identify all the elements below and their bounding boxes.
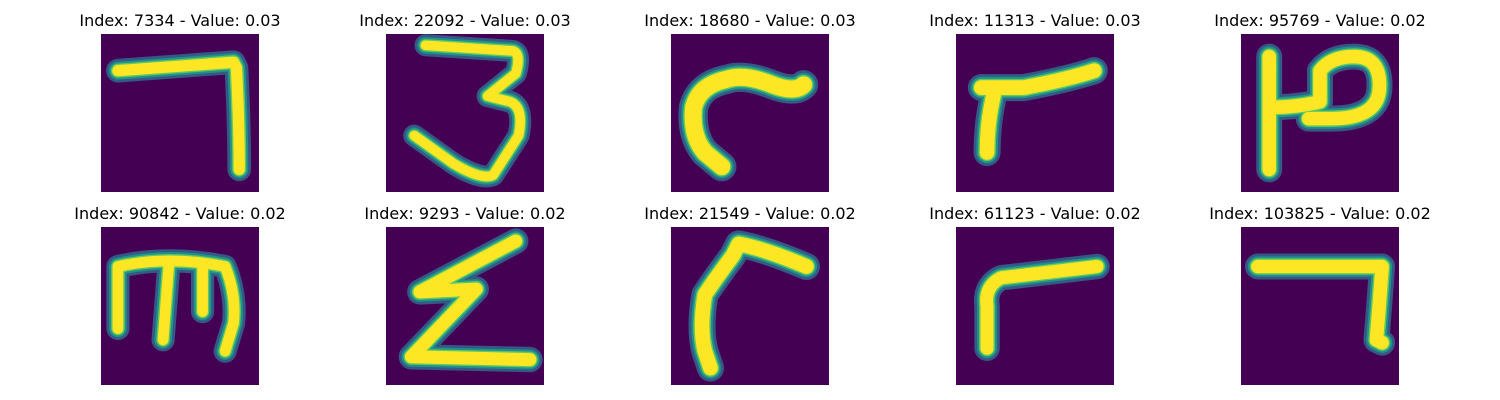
digit-image [956,227,1114,385]
sample-panel: Index: 103825 - Value: 0.02 [1200,204,1440,394]
digit-image [956,34,1114,192]
digit-image [101,34,259,192]
digit-image [386,34,544,192]
glyph-svg [956,34,1114,192]
glyph-stroke [980,260,1104,355]
glyph-svg [1241,34,1399,192]
glyph-stroke [694,236,814,376]
panel-title: Index: 21549 - Value: 0.02 [644,204,856,223]
panel-title: Index: 95769 - Value: 0.02 [1214,11,1426,30]
glyph-stroke [1262,49,1387,177]
sample-panel: Index: 95769 - Value: 0.02 [1200,11,1440,201]
glyph-svg [956,227,1114,385]
digit-image [1241,34,1399,192]
sample-panel: Index: 90842 - Value: 0.02 [60,204,300,394]
sample-panel: Index: 22092 - Value: 0.03 [345,11,585,201]
panel-title: Index: 18680 - Value: 0.03 [644,11,856,30]
sample-panel: Index: 11313 - Value: 0.03 [915,11,1155,201]
glyph-stroke [1251,259,1389,350]
sample-panel: Index: 7334 - Value: 0.03 [60,11,300,201]
panel-title: Index: 90842 - Value: 0.02 [74,204,286,223]
digit-image [671,34,829,192]
sample-panel: Index: 61123 - Value: 0.02 [915,204,1155,394]
sample-panel: Index: 18680 - Value: 0.03 [630,11,870,201]
glyph-svg [386,227,544,385]
glyph-svg [671,227,829,385]
sample-panel: Index: 9293 - Value: 0.02 [345,204,585,394]
glyph-svg [671,34,829,192]
glyph-svg [1241,227,1399,385]
panel-title: Index: 9293 - Value: 0.02 [364,204,566,223]
glyph-stroke [404,234,537,367]
digit-image [671,227,829,385]
glyph-stroke [974,63,1102,160]
glyph-stroke [112,255,240,357]
glyph-stroke [409,40,525,182]
sample-panel: Index: 21549 - Value: 0.02 [630,204,870,394]
digit-image [101,227,259,385]
glyph-svg [101,34,259,192]
glyph-stroke [684,68,813,176]
panel-title: Index: 7334 - Value: 0.03 [79,11,281,30]
glyph-svg [386,34,544,192]
digit-image [386,227,544,385]
panel-title: Index: 11313 - Value: 0.03 [929,11,1141,30]
glyph-svg [101,227,259,385]
panel-title: Index: 61123 - Value: 0.02 [929,204,1141,223]
digit-image [1241,227,1399,385]
panel-title: Index: 103825 - Value: 0.02 [1209,204,1431,223]
glyph-stroke [112,56,245,176]
panel-title: Index: 22092 - Value: 0.03 [359,11,571,30]
